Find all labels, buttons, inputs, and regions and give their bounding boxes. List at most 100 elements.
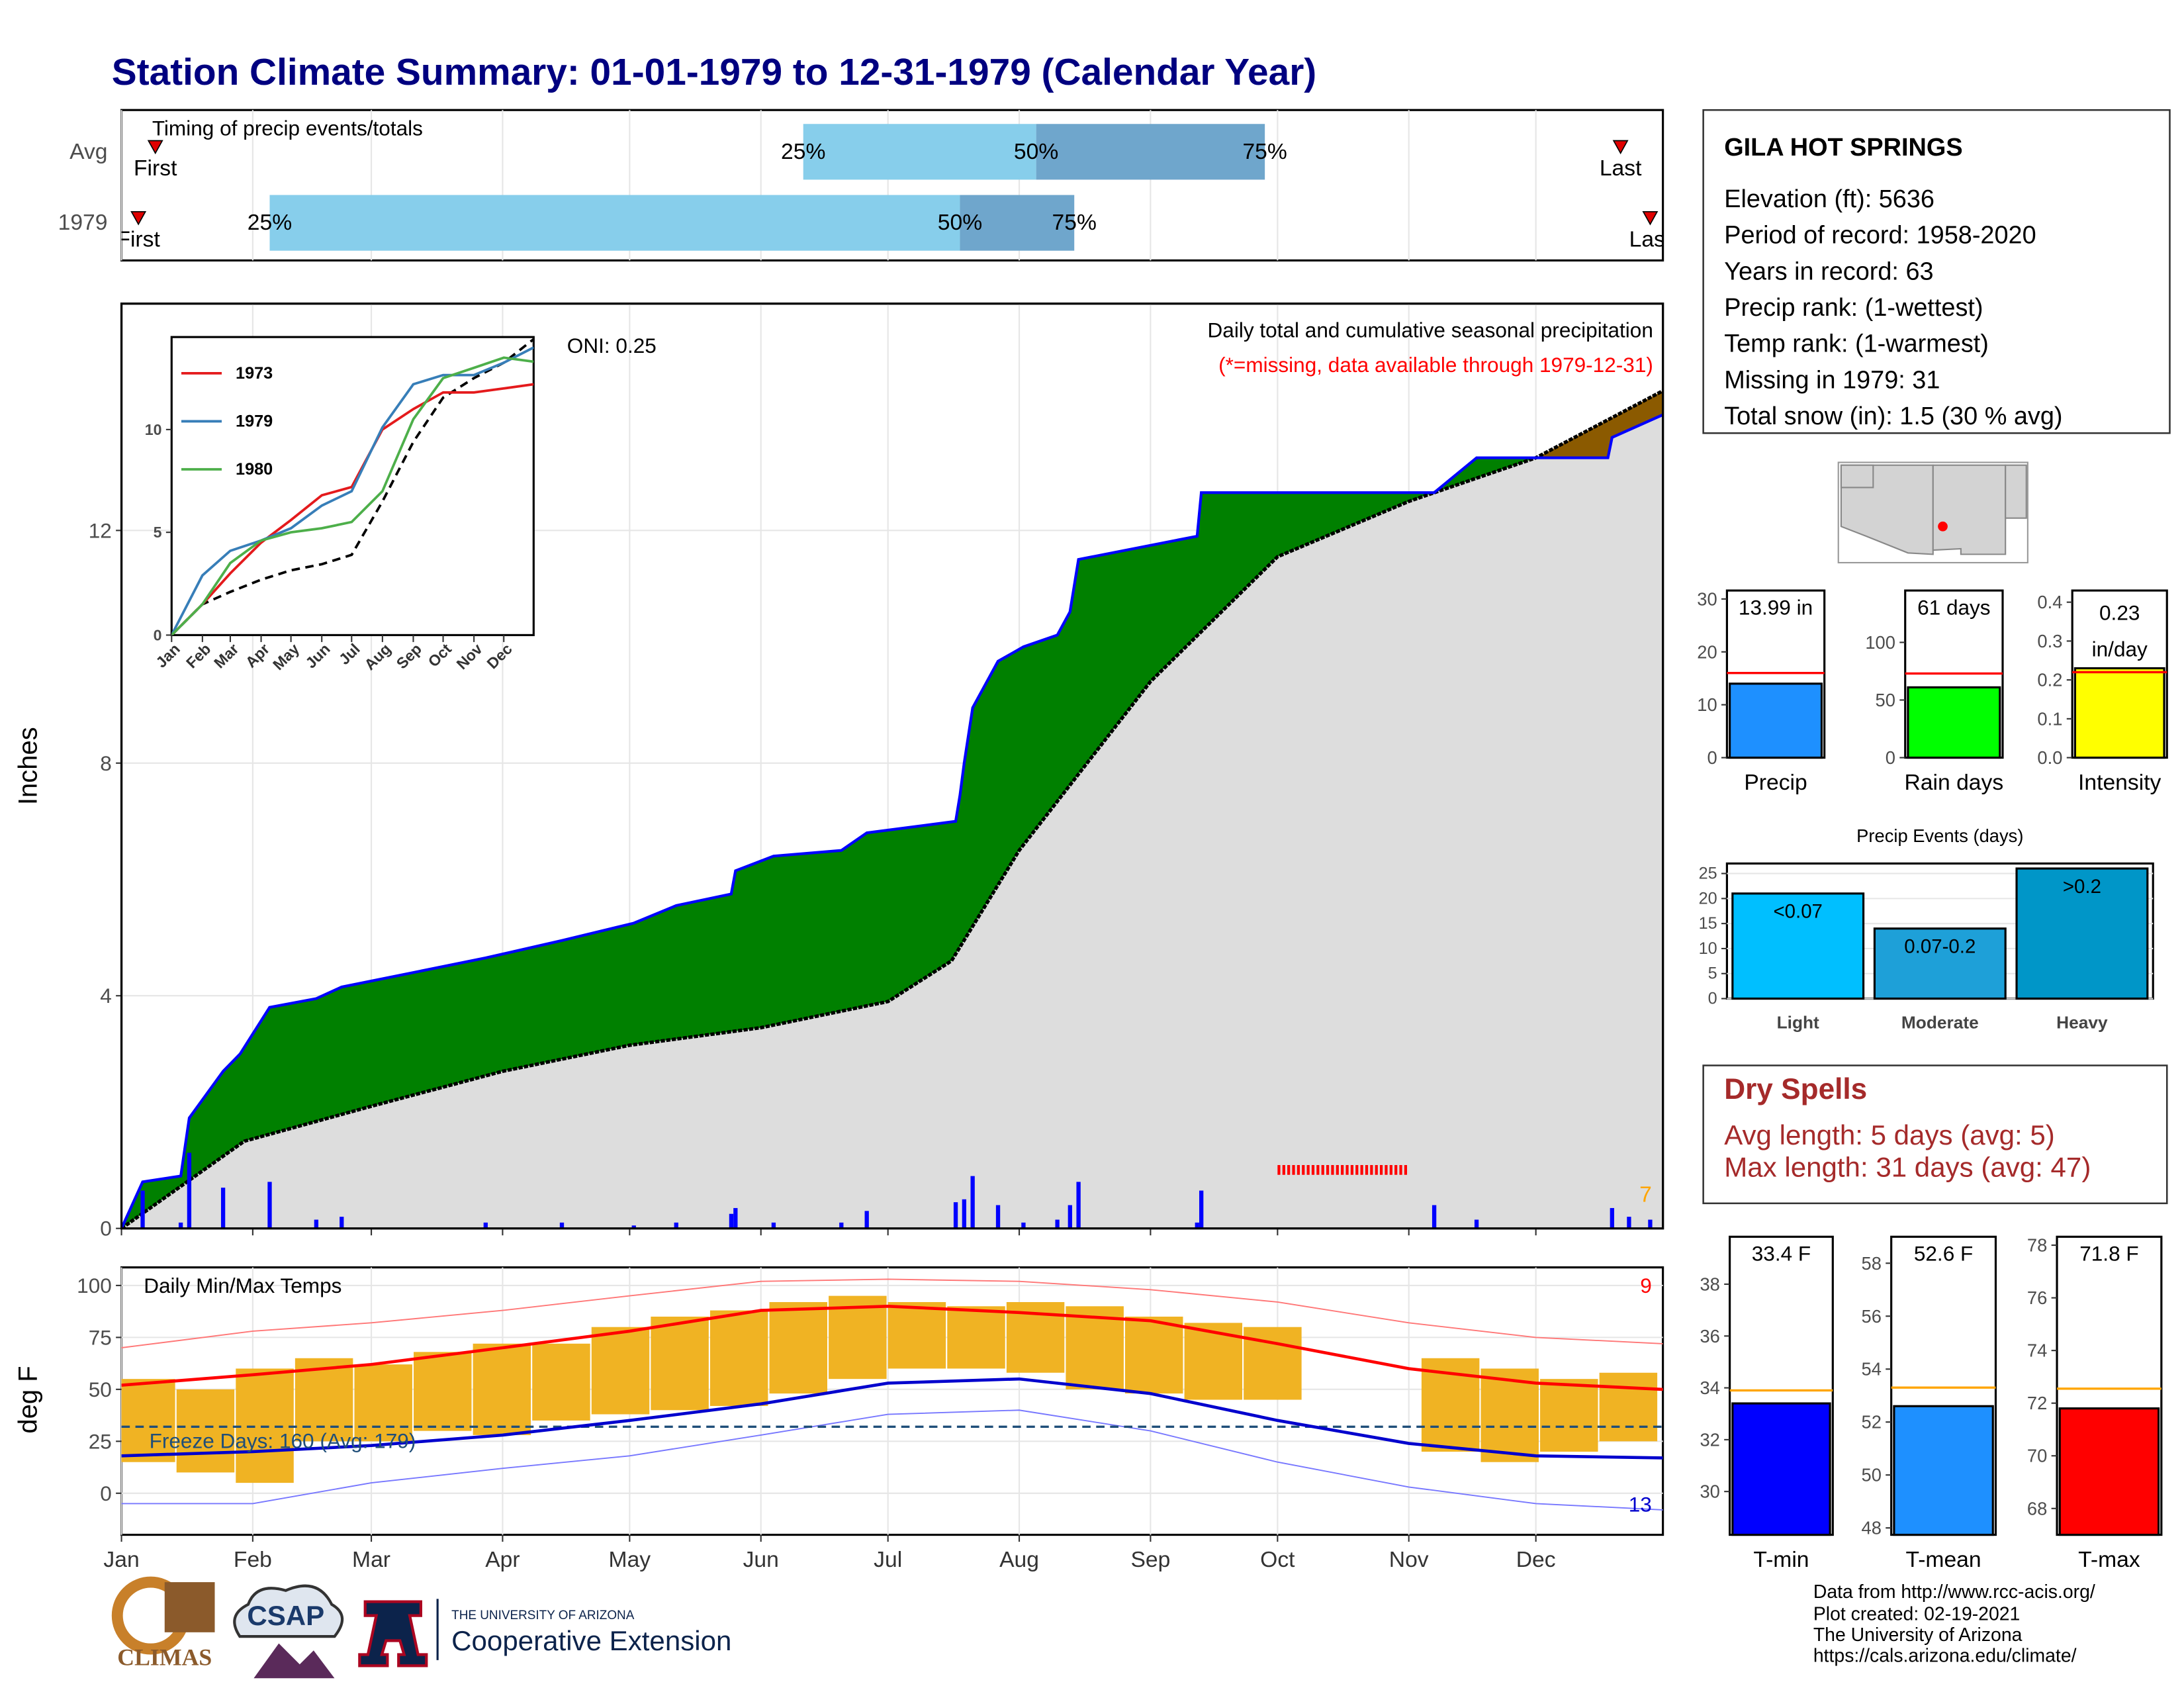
temp-range-bar [769,1302,827,1394]
y-tick-label: 50 [1862,1465,1882,1485]
daily-bar [1432,1205,1437,1229]
map-state [1840,464,1874,489]
normal-min-line [121,1377,1663,1460]
x-tick-label: Dec [1516,1548,1556,1572]
threshold-label: >0.2 [2063,876,2101,898]
station-line: Missing in 1979: 31 [1724,366,1940,394]
y-tick-label: 0.0 [2037,747,2062,768]
y-tick-label: 38 [1700,1274,1719,1294]
daily-bar [1199,1190,1204,1229]
temp-range-bar [532,1343,590,1421]
y-tick-label: 56 [1862,1306,1882,1327]
x-tick-label: Nov [1389,1548,1429,1572]
temp-range-bar [1599,1372,1658,1442]
y-tick-label: 5 [1708,964,1717,983]
daily-bar [220,1188,226,1229]
row-label: 1979 [58,211,108,235]
y-tick-label: 50 [89,1378,112,1401]
quartile-label: 25% [781,140,825,164]
daily-bar [771,1222,776,1229]
daily-bar [970,1176,975,1229]
annotation: 13 [1629,1492,1652,1516]
series-line [171,346,534,635]
y-tick-label: 10 [145,421,162,438]
footer-line: Plot created: 02-19-2021 [1813,1603,2021,1624]
record-max-line [121,1278,1663,1348]
daily-bar [1068,1205,1072,1229]
daily-bar [1021,1222,1026,1229]
temp-range-bar [887,1302,946,1369]
value-label: 71.8 F [2079,1242,2138,1266]
daily-bar [140,1190,145,1229]
normal-area [121,414,1663,1229]
daily-bar [962,1199,967,1229]
y-tick-label: 52 [1862,1412,1882,1432]
event-marker [1642,211,1659,226]
value-label: 33.4 F [1752,1242,1811,1266]
y-tick-label: 25 [1699,865,1717,883]
event-label: Last [1629,227,1672,252]
daily-bar [267,1182,272,1229]
y-tick-label: 76 [2027,1288,2047,1308]
y-tick-label: 0.2 [2037,670,2062,690]
annotation: ONI: 0.25 [567,334,657,357]
station-line: Total snow (in): 1.5 (30 % avg) [1724,402,2062,430]
university-name: THE UNIVERSITY OF ARIZONA [451,1609,635,1622]
x-tick-label: Apr [485,1548,520,1572]
x-tick-label: Sep [1130,1548,1170,1572]
precip-areas [121,389,1663,1229]
y-tick-label: 0 [1707,747,1717,768]
frame-line [120,303,1664,1230]
daily-bar [1610,1207,1614,1229]
temp-range-bar [1066,1306,1124,1389]
category-label: T-max [2078,1548,2140,1572]
quartile-label: 75% [1242,140,1287,164]
y-tick-label: 58 [1862,1253,1882,1274]
temp-range-bar [1125,1316,1183,1394]
legend-label: 1973 [236,364,273,383]
legend-label: 1980 [236,460,273,479]
temp-range-bar [121,1379,175,1462]
footer: Data from http://www.rcc-acis.org/ Plot … [1813,1581,2095,1667]
bar [1893,1405,1994,1536]
station-line: Years in record: 63 [1724,258,1933,285]
daily-bar [995,1205,1001,1229]
panel-title: Precip Events (days) [1856,825,2023,846]
daily-bar [674,1222,678,1229]
quartile-label: 50% [938,211,982,235]
event-label: First [134,156,177,181]
y-tick-label: 34 [1700,1378,1719,1398]
y-tick-label: 0 [1708,990,1717,1008]
location-map [1837,461,2028,564]
bar [1873,927,2007,1000]
daily-bar [314,1219,319,1229]
x-tick-label: Jan [103,1548,139,1572]
panel-title: Timing of precip events/totals [152,117,423,140]
daily-bar [340,1217,344,1229]
dry-spells-title: Dry Spells [1724,1073,1867,1105]
y-tick-label: 0 [100,1481,112,1505]
quartile-label: 25% [248,211,292,235]
panel-subtitle: (*=missing, data available through 1979-… [1218,353,1653,377]
y-tick-label: 68 [2027,1498,2047,1519]
y-tick-label: 32 [1700,1429,1719,1450]
temp-range-bar [414,1352,472,1431]
y-tick-label: 0.1 [2037,708,2062,729]
x-tick-label: May [609,1548,651,1572]
footer-line: Data from http://www.rcc-acis.org/ [1813,1581,2095,1603]
y-tick-label: 25 [89,1429,112,1453]
annotation: 9 [1640,1274,1652,1297]
climas-logo: CLIMAS [117,1644,212,1671]
temp-range-bar [651,1316,709,1411]
daily-bar [1076,1182,1081,1229]
timing-rows: 25% 50% 75% First Last 25% 50% 75% First Last [122,124,1672,252]
station-line: Period of record: 1958-2020 [1724,222,2036,250]
dry-spells-frame [1702,1064,2168,1205]
csap-logo: CSAP [247,1600,324,1631]
y-tick-label: 30 [1697,588,1717,609]
y-tick-label: 70 [2027,1446,2047,1466]
x-tick-label: Jul [874,1548,902,1572]
station-name: GILA HOT SPRINGS [1724,134,1962,162]
x-tick-label: Aug [999,1548,1039,1572]
category-label: T-mean [1906,1548,1981,1572]
